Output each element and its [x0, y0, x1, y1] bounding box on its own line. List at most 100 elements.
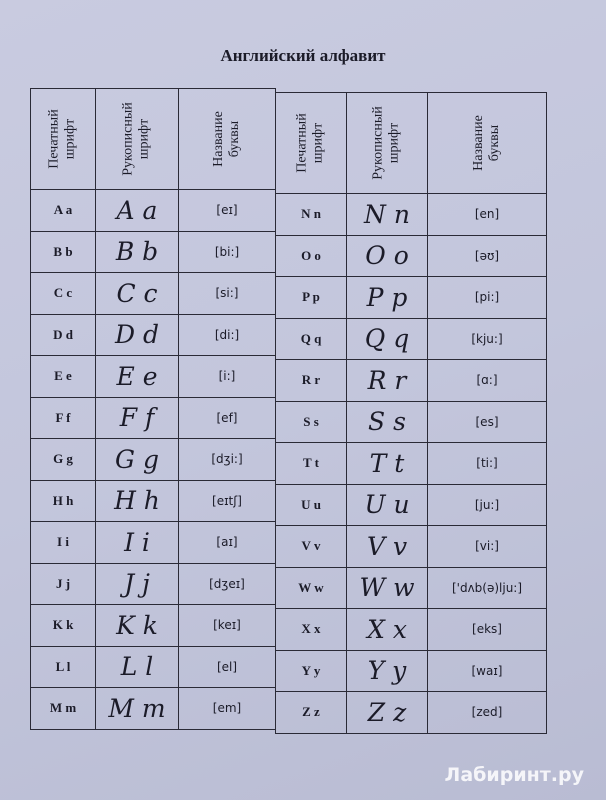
handwritten-letter: P p — [346, 276, 428, 319]
handwritten-letter: K k — [95, 604, 179, 647]
header-hand: Рукописный шрифт — [95, 88, 179, 190]
print-letter: Y y — [275, 649, 347, 692]
handwritten-letter: S s — [346, 400, 428, 443]
letter-name: [bi:] — [178, 230, 276, 273]
print-letter: D d — [30, 313, 96, 356]
watermark-logo: Лабиринт.ру — [444, 764, 584, 786]
print-letter: C c — [30, 272, 96, 315]
letter-name: [ɑ:] — [427, 359, 547, 402]
handwritten-letter: E e — [95, 355, 179, 398]
handwritten-letter: N n — [346, 193, 428, 236]
letter-name: [kju:] — [427, 317, 547, 360]
letter-name: ['dʌb(ə)lju:] — [427, 566, 547, 609]
letter-name: [el] — [178, 645, 276, 688]
handwritten-letter: G g — [95, 438, 179, 481]
letter-name: [aɪ] — [178, 521, 276, 564]
header-print-label: Печатный шрифт — [46, 109, 78, 169]
print-letter: V v — [275, 525, 347, 568]
print-letter: X x — [275, 608, 347, 651]
alphabet-table-right: Печатный шрифт Рукописный шрифт Название… — [275, 92, 547, 734]
letter-name: [eɪ] — [178, 189, 276, 232]
header-hand-label: Рукописный шрифт — [121, 102, 152, 176]
print-letter: F f — [30, 396, 96, 439]
letter-name: [ef] — [178, 396, 276, 439]
handwritten-letter: Q q — [346, 317, 428, 360]
letter-name: [ju:] — [427, 483, 547, 526]
print-letter: Z z — [275, 691, 347, 734]
header-print: Печатный шрифт — [30, 88, 96, 190]
handwritten-letter: T t — [346, 442, 428, 485]
handwritten-letter: C c — [95, 272, 179, 315]
print-letter: I i — [30, 521, 96, 564]
print-letter: J j — [30, 562, 96, 605]
handwritten-letter: B b — [95, 230, 179, 273]
letter-name: [eks] — [427, 608, 547, 651]
letter-name: [əʊ] — [427, 234, 547, 277]
print-letter: N n — [275, 193, 347, 236]
header-name: Название буквы — [427, 92, 547, 194]
header-hand: Рукописный шрифт — [346, 92, 428, 194]
letter-name: [es] — [427, 400, 547, 443]
print-letter: Q q — [275, 317, 347, 360]
print-letter: W w — [275, 566, 347, 609]
handwritten-letter: U u — [346, 483, 428, 526]
letter-name: [eɪtʃ] — [178, 479, 276, 522]
header-print-label: Печатный шрифт — [294, 113, 326, 173]
handwritten-letter: X x — [346, 608, 428, 651]
handwritten-letter: W w — [346, 566, 428, 609]
print-letter: O o — [275, 234, 347, 277]
handwritten-letter: H h — [95, 479, 179, 522]
handwritten-letter: Z z — [346, 691, 428, 734]
letter-name: [en] — [427, 193, 547, 236]
letter-name: [i:] — [178, 355, 276, 398]
handwritten-letter: O o — [346, 234, 428, 277]
header-name: Название буквы — [178, 88, 276, 190]
handwritten-letter: L l — [95, 645, 179, 688]
header-name-label: Название буквы — [470, 115, 502, 171]
print-letter: A a — [30, 189, 96, 232]
header-hand-label: Рукописный шрифт — [371, 106, 402, 180]
print-letter: K k — [30, 604, 96, 647]
letter-name: [waɪ] — [427, 649, 547, 692]
letter-name: [vi:] — [427, 525, 547, 568]
letter-name: [dʒeɪ] — [178, 562, 276, 605]
letter-name: [keɪ] — [178, 604, 276, 647]
handwritten-letter: A a — [95, 189, 179, 232]
letter-name: [dʒi:] — [178, 438, 276, 481]
letter-name: [em] — [178, 687, 276, 730]
print-letter: R r — [275, 359, 347, 402]
handwritten-letter: D d — [95, 313, 179, 356]
letter-name: [di:] — [178, 313, 276, 356]
handwritten-letter: V v — [346, 525, 428, 568]
print-letter: H h — [30, 479, 96, 522]
print-letter: T t — [275, 442, 347, 485]
print-letter: G g — [30, 438, 96, 481]
letter-name: [ti:] — [427, 442, 547, 485]
handwritten-letter: R r — [346, 359, 428, 402]
header-print: Печатный шрифт — [275, 92, 347, 194]
print-letter: B b — [30, 230, 96, 273]
letter-name: [si:] — [178, 272, 276, 315]
handwritten-letter: I i — [95, 521, 179, 564]
page-title: Английский алфавит — [220, 46, 386, 65]
handwritten-letter: F f — [95, 396, 179, 439]
